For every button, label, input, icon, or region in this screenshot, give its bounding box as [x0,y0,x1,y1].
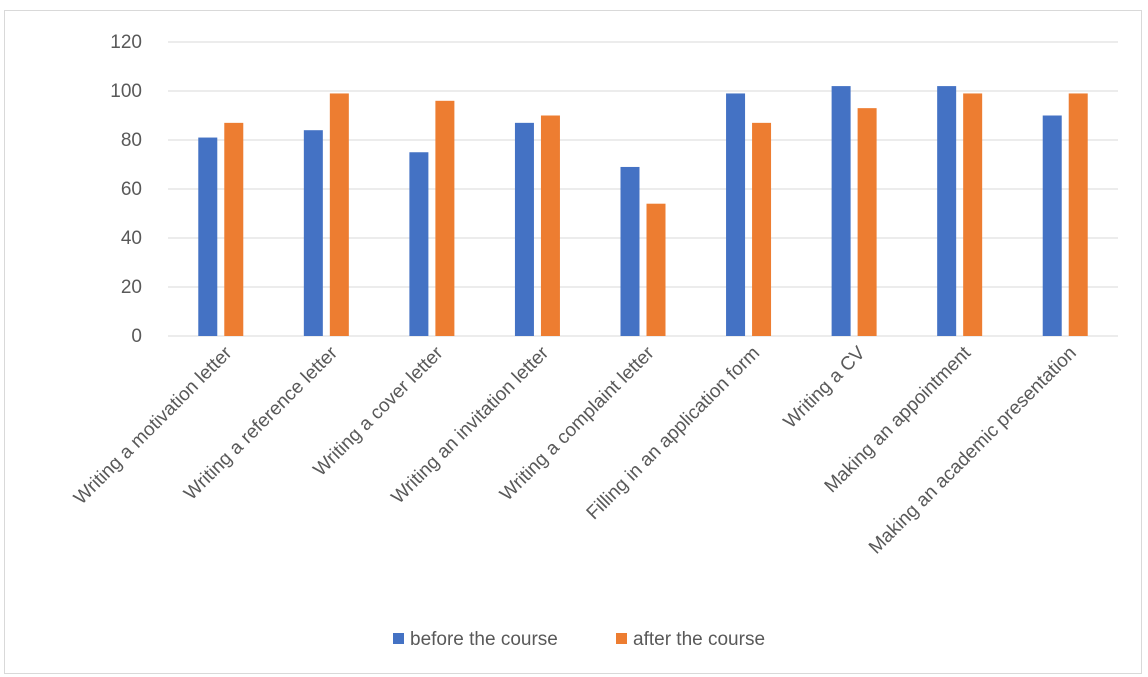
bar-after-2 [329,93,349,336]
legend-label: after the course [633,629,765,650]
bar-before-3 [409,152,429,336]
bar-before-8 [937,86,957,336]
bar-after-9 [1068,93,1088,336]
category-label: Filling in an application form [583,343,764,524]
bar-before-4 [514,122,534,336]
y-tick-label: 120 [110,32,142,53]
bar-after-7 [857,108,877,337]
bar-before-5 [620,166,640,336]
bar-after-8 [963,93,983,336]
bar-before-1 [198,137,218,336]
bar-before-7 [831,86,851,336]
legend: before the course after the course [393,629,765,650]
y-tick-label: 100 [110,81,142,102]
bar-after-6 [752,122,772,336]
bar-after-4 [540,115,560,336]
legend-swatch [393,633,404,644]
bar-before-2 [303,130,323,336]
y-tick-label: 20 [121,277,142,298]
y-tick-label: 80 [121,130,142,151]
legend-label: before the course [410,629,558,650]
category-label: Making an academic presentation [865,343,1081,559]
bars [198,86,1088,337]
y-tick-label: 60 [121,179,142,200]
bar-after-3 [435,100,455,336]
gridlines [168,41,1118,288]
bar-before-6 [726,93,746,336]
y-tick-label: 40 [121,228,142,249]
y-axis-ticks: 0 20 40 60 80 100 120 [110,32,142,347]
bar-after-1 [224,122,244,336]
y-tick-label: 0 [131,326,142,347]
category-label: Writing a CV [780,342,870,432]
bar-after-5 [646,203,666,336]
bar-before-9 [1042,115,1062,336]
legend-swatch [616,633,627,644]
